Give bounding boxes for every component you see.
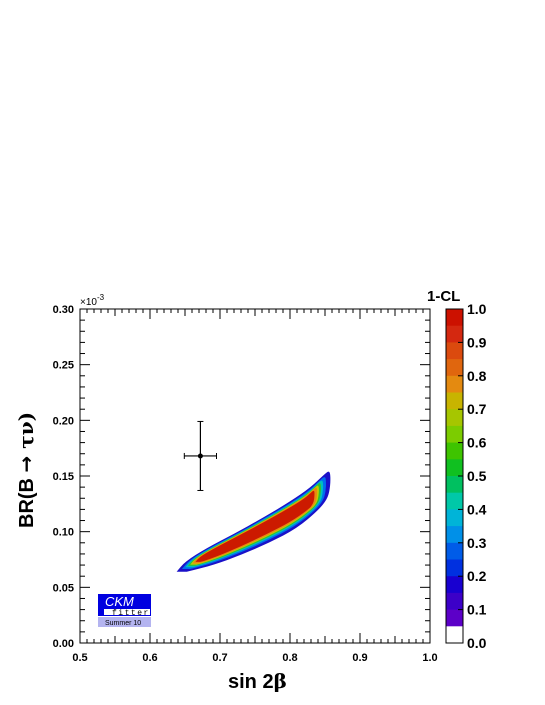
colorbar-tick-label: 0.4 xyxy=(467,501,487,517)
x-tick-label: 1.0 xyxy=(422,652,437,664)
ckmfitter-logo: CKM fitter Summer 10 xyxy=(98,594,151,627)
y-axis: 0.00 0.05 0.10 0.15 0.20 0.25 0.30 xyxy=(53,304,430,650)
colorbar-tick-label: 0.3 xyxy=(467,535,487,551)
measurement-marker xyxy=(197,453,203,459)
colorbar-band xyxy=(446,492,463,510)
colorbar-band xyxy=(446,626,463,644)
colorbar-band xyxy=(446,359,463,377)
measurement-point xyxy=(183,420,217,491)
logo-fitter: fitter xyxy=(112,609,150,618)
logo-ckm: CKM xyxy=(105,594,134,609)
colorbar-band xyxy=(446,375,463,393)
x-tick-label: 0.7 xyxy=(212,652,227,664)
colorbar-tick-label: 0.5 xyxy=(467,468,487,484)
colorbar-band xyxy=(446,325,463,343)
colorbar-band xyxy=(446,442,463,460)
colorbar-band xyxy=(446,576,463,594)
colorbar-band xyxy=(446,542,463,560)
y-axis-title: BR(B → τν) xyxy=(14,412,38,528)
colorbar-title: 1-CL xyxy=(427,288,460,305)
logo-summer: Summer 10 xyxy=(105,620,141,627)
cl-level-6 xyxy=(195,490,315,562)
logo-light-box xyxy=(98,617,151,627)
colorbar-band xyxy=(446,459,463,477)
colorbar-tick-label: 0.9 xyxy=(467,334,487,350)
y-tick-label: 0.15 xyxy=(53,471,74,483)
colorbar-tick-label: 0.6 xyxy=(467,435,487,451)
y-exponent: ×10-3 xyxy=(80,293,105,308)
y-tick-label: 0.00 xyxy=(53,638,74,650)
colorbar-tick-label: 0.8 xyxy=(467,368,487,384)
logo-fitter-white xyxy=(104,609,150,615)
colorbar-band xyxy=(446,526,463,544)
colorbar-tick-label: 0.2 xyxy=(467,568,487,584)
colorbar-tick-label: 0.7 xyxy=(467,401,487,417)
colorbar-band xyxy=(446,509,463,527)
colorbar-tick-label: 1.0 xyxy=(467,301,487,317)
x-axis-title: sin 2β xyxy=(228,669,287,693)
x-tick-label: 0.8 xyxy=(282,652,297,664)
y-tick-label: 0.30 xyxy=(53,304,74,316)
y-tick-label: 0.20 xyxy=(53,415,74,427)
x-axis: 0.5 0.6 0.7 0.8 0.9 1.0 xyxy=(72,309,438,664)
colorbar-tick-label: 0.0 xyxy=(467,635,487,651)
colorbar-band xyxy=(446,409,463,427)
y-tick-label: 0.25 xyxy=(53,360,74,372)
x-tick-label: 0.9 xyxy=(352,652,367,664)
colorbar: 0.0 0.1 0.2 0.3 0.4 0.5 0.6 0.7 0.8 0.9 1.0 xyxy=(445,301,487,651)
colorbar-band xyxy=(446,342,463,360)
colorbar-band xyxy=(446,309,463,327)
colorbar-tick-label: 0.1 xyxy=(467,602,487,618)
colorbar-band xyxy=(446,425,463,444)
colorbar-band xyxy=(446,592,463,611)
x-tick-label: 0.5 xyxy=(72,652,87,664)
colorbar-band xyxy=(446,559,463,577)
confidence-region xyxy=(176,471,331,572)
colorbar-band xyxy=(446,609,463,627)
plot-frame xyxy=(79,308,431,644)
x-tick-label: 0.6 xyxy=(142,652,157,664)
colorbar-band xyxy=(446,476,463,494)
y-tick-label: 0.10 xyxy=(53,527,74,539)
y-tick-label: 0.05 xyxy=(53,582,74,594)
colorbar-band xyxy=(446,392,463,410)
logo-dark-box xyxy=(98,594,151,608)
